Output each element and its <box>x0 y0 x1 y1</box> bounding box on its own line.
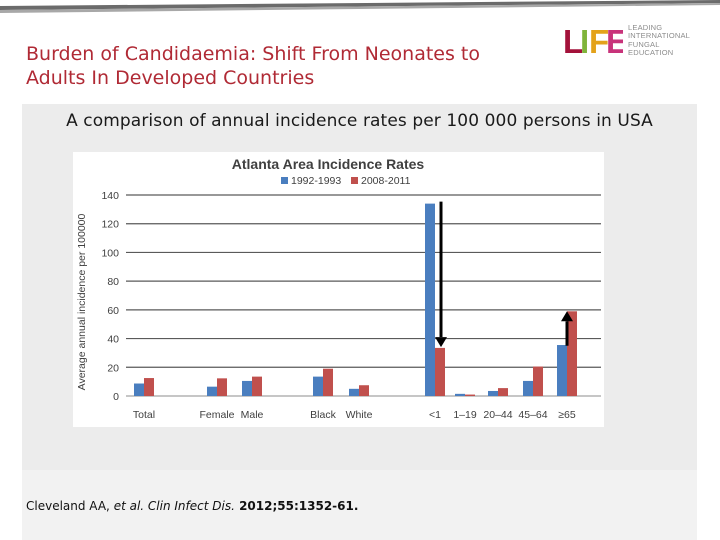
bar <box>435 347 445 396</box>
x-tick-label: Black <box>310 409 336 421</box>
logo-line: FUNGAL <box>628 39 660 49</box>
bar <box>523 380 533 396</box>
chart-legend: 1992-1993 2008-2011 <box>281 175 411 187</box>
life-logo: L I F E LEADING INTERNATIONAL FUNGAL EDU… <box>563 22 713 62</box>
chart-gridlines <box>126 194 601 397</box>
x-axis-ticks: Total Female Male Black White <1 1–19 20–44 45–6… <box>133 409 576 421</box>
x-tick-label: <1 <box>429 409 441 421</box>
x-tick-label: 20–44 <box>483 409 512 421</box>
y-tick-label: 60 <box>107 305 119 317</box>
y-tick-label: 100 <box>101 247 119 259</box>
bar <box>533 366 543 396</box>
y-tick-label: 40 <box>107 334 119 346</box>
y-tick-label: 0 <box>113 391 119 403</box>
logo-line: INTERNATIONAL <box>628 31 691 41</box>
bar <box>498 388 508 396</box>
bar <box>207 386 217 396</box>
bar <box>242 380 252 396</box>
legend-swatch <box>281 177 288 184</box>
life-logo-letter-I: I <box>580 23 589 58</box>
bar <box>323 368 333 396</box>
arrow-head <box>435 337 447 348</box>
y-axis-ticks: 0 20 40 60 80 100 120 140 <box>101 190 119 403</box>
life-logo-letter-F: F <box>589 23 609 58</box>
x-tick-label: Male <box>241 409 264 421</box>
x-tick-label: Total <box>133 409 155 421</box>
bar <box>567 311 577 396</box>
logo-line: EDUCATION <box>628 47 674 57</box>
life-logo-letter-E: E <box>606 23 623 58</box>
bar <box>488 390 498 396</box>
life-logo-text: LEADING INTERNATIONAL FUNGAL EDUCATION <box>628 23 713 57</box>
content-panel-footer <box>22 470 697 540</box>
bar <box>425 203 435 396</box>
header-stripe <box>0 0 720 13</box>
slide-title-line-2: Adults In Developed Countries <box>26 67 315 89</box>
chart-title: Atlanta Area Incidence Rates <box>232 156 425 172</box>
x-tick-label: 1–19 <box>453 409 477 421</box>
slide-title: Burden of Candidaemia: Shift From Neonat… <box>26 42 546 90</box>
bar <box>217 378 227 396</box>
legend-label: 2008-2011 <box>361 175 411 187</box>
x-tick-label: 45–64 <box>518 409 547 421</box>
bar <box>313 376 323 396</box>
life-logo-letter-L: L <box>563 23 583 58</box>
life-logo-mark: L I F E <box>563 23 623 58</box>
slide-subtitle: A comparison of annual incidence rates p… <box>66 111 653 131</box>
citation-authors: Cleveland AA, <box>26 499 114 513</box>
arrow-head <box>561 311 573 322</box>
x-tick-label: ≥65 <box>558 409 576 421</box>
legend-swatch <box>351 177 358 184</box>
bar <box>144 378 154 396</box>
bar <box>252 376 262 396</box>
chart-arrows <box>435 201 573 348</box>
x-tick-label: Female <box>199 409 234 421</box>
bar <box>557 345 567 396</box>
legend-label: 1992-1993 <box>291 175 341 187</box>
y-axis-label: Average annual incidence per 100000 <box>76 213 88 390</box>
citation-journal: Clin Infect Dis. <box>144 499 235 513</box>
citation: Cleveland AA, et al. Clin Infect Dis. 20… <box>26 499 358 513</box>
incidence-bar-chart: Atlanta Area Incidence Rates 1992-1993 20… <box>76 156 601 421</box>
citation-volume: 2012;55:1352-61. <box>234 499 359 513</box>
y-tick-label: 80 <box>107 276 119 288</box>
slide-title-line-1: Burden of Candidaemia: Shift From Neonat… <box>26 43 480 65</box>
y-tick-label: 120 <box>101 219 119 231</box>
x-tick-label: White <box>346 409 373 421</box>
y-tick-label: 20 <box>107 362 119 374</box>
bar <box>455 393 465 396</box>
logo-line: LEADING <box>628 23 663 32</box>
chart-bars <box>134 203 577 396</box>
bar <box>349 388 359 396</box>
y-tick-label: 140 <box>101 190 119 202</box>
bar <box>465 394 475 396</box>
citation-etal: et al. <box>113 499 145 513</box>
chart-container: Atlanta Area Incidence Rates 1992-1993 20… <box>73 152 604 427</box>
bar <box>359 385 369 396</box>
bar <box>134 383 144 396</box>
